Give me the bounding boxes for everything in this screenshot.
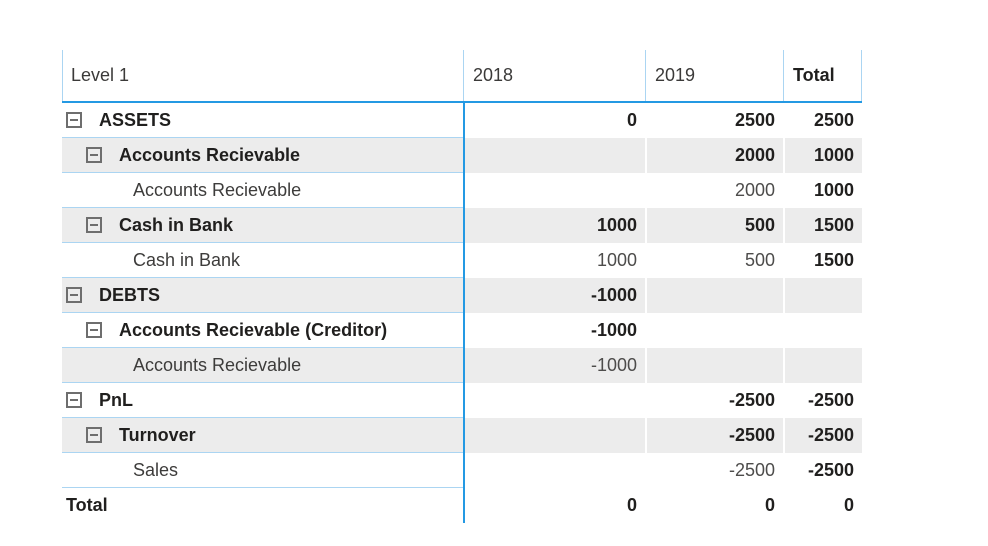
table-row: Sales -2500 -2500 (62, 453, 862, 488)
row-label: Accounts Recievable (Creditor) (119, 319, 388, 340)
collapse-minus-square-icon[interactable] (86, 427, 102, 443)
table-row: ASSETS 0 2500 2500 (62, 103, 862, 138)
collapse-minus-square-icon[interactable] (66, 112, 82, 128)
matrix-header-row: Level 1 2018 2019 Total (62, 50, 862, 103)
row-label: PnL (99, 389, 133, 410)
column-header-2019[interactable]: 2019 (645, 50, 783, 101)
row-label: DEBTS (99, 284, 161, 305)
row-label: Accounts Recievable (119, 144, 301, 165)
table-row: Cash in Bank 1000 500 1500 (62, 243, 862, 278)
cell-2018 (463, 453, 645, 488)
row-header-divider (463, 103, 465, 523)
cell-2018: -1000 (590, 355, 637, 375)
table-row: Accounts Recievable 2000 1000 (62, 173, 862, 208)
cell-total: 0 (783, 488, 862, 523)
cell-2018 (463, 383, 645, 418)
collapse-minus-square-icon[interactable] (66, 392, 82, 408)
cell-total: 1000 (783, 138, 862, 173)
cell-total: -2500 (783, 453, 862, 488)
cell-total (783, 313, 862, 348)
cell-2019: -2500 (645, 383, 783, 418)
cell-total: 1000 (783, 173, 862, 208)
cell-2018 (463, 138, 645, 173)
row-header-cash-in-bank[interactable]: Cash in Bank (62, 208, 463, 243)
row-label: Total (66, 495, 108, 515)
row-header-assets[interactable]: ASSETS (62, 103, 463, 138)
cell-2019 (645, 313, 783, 348)
table-row: Turnover -2500 -2500 (62, 418, 862, 453)
cell-2019 (645, 278, 783, 313)
cell-2018 (463, 418, 645, 453)
row-label: Cash in Bank (119, 214, 234, 235)
cell-2018: 0 (626, 495, 637, 515)
column-header-2018[interactable]: 2018 (463, 50, 645, 101)
cell-2019: 2000 (645, 173, 783, 208)
row-header-sales[interactable]: Sales (62, 453, 463, 488)
cell-2019: -2500 (645, 418, 783, 453)
cell-2019 (645, 348, 783, 383)
corner-header-level1[interactable]: Level 1 (62, 50, 463, 101)
cell-2018: -1000 (590, 285, 637, 305)
table-row: PnL -2500 -2500 (62, 383, 862, 418)
row-label: Cash in Bank (133, 249, 241, 270)
collapse-minus-square-icon[interactable] (66, 287, 82, 303)
table-row: Accounts Recievable 2000 1000 (62, 138, 862, 173)
cell-total: -2500 (783, 418, 862, 453)
cell-total (783, 278, 862, 313)
row-label: Accounts Recievable (133, 179, 302, 200)
table-row: Accounts Recievable -1000 (62, 348, 862, 383)
cell-2018: 1000 (596, 250, 637, 270)
cell-total: -2500 (783, 383, 862, 418)
collapse-minus-square-icon[interactable] (86, 147, 102, 163)
row-label: Sales (133, 459, 179, 480)
row-header-cash-in-bank-leaf[interactable]: Cash in Bank (62, 243, 463, 278)
row-header-turnover[interactable]: Turnover (62, 418, 463, 453)
collapse-minus-square-icon[interactable] (86, 322, 102, 338)
cell-2019: -2500 (645, 453, 783, 488)
cell-total: 1500 (783, 243, 862, 278)
row-label: Accounts Recievable (133, 354, 302, 375)
cell-2019: 2500 (645, 103, 783, 138)
cell-2018: 1000 (596, 215, 637, 235)
cell-2019: 500 (645, 243, 783, 278)
cell-2018 (463, 173, 645, 208)
row-header-accounts-recievable-creditor-leaf[interactable]: Accounts Recievable (62, 348, 463, 383)
row-header-accounts-recievable[interactable]: Accounts Recievable (62, 138, 463, 173)
cell-total (783, 348, 862, 383)
row-label: ASSETS (99, 109, 172, 130)
cell-2019: 0 (645, 488, 783, 523)
cell-2018: 0 (626, 110, 637, 130)
column-header-total[interactable]: Total (783, 50, 862, 101)
cell-2018: -1000 (590, 320, 637, 340)
cell-total: 2500 (783, 103, 862, 138)
row-header-accounts-recievable-leaf[interactable]: Accounts Recievable (62, 173, 463, 208)
row-header-pnl[interactable]: PnL (62, 383, 463, 418)
cell-2019: 500 (645, 208, 783, 243)
grand-total-row: Total 0 0 0 (62, 488, 862, 523)
table-row: Cash in Bank 1000 500 1500 (62, 208, 862, 243)
table-row: DEBTS -1000 (62, 278, 862, 313)
collapse-minus-square-icon[interactable] (86, 217, 102, 233)
cell-2019: 2000 (645, 138, 783, 173)
row-header-grand-total: Total (62, 488, 463, 523)
row-header-debts[interactable]: DEBTS (62, 278, 463, 313)
table-row: Accounts Recievable (Creditor) -1000 (62, 313, 862, 348)
row-label: Turnover (119, 424, 196, 445)
matrix-visual: Level 1 2018 2019 Total ASSETS 0 2500 25… (62, 50, 862, 523)
cell-total: 1500 (783, 208, 862, 243)
row-header-accounts-recievable-creditor[interactable]: Accounts Recievable (Creditor) (62, 313, 463, 348)
